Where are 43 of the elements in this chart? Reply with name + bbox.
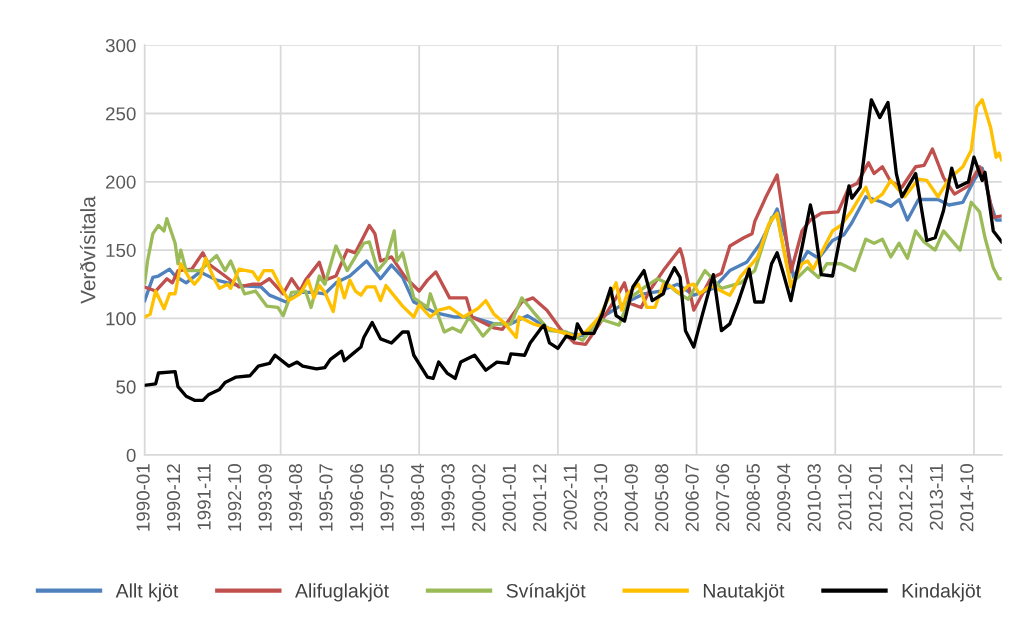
x-tick-label: 1990-01 bbox=[136, 464, 150, 531]
x-tick-label: 1995-07 bbox=[319, 464, 333, 531]
x-tick-label: 2001-12 bbox=[533, 464, 547, 532]
x-tick-label: 1996-06 bbox=[349, 464, 364, 531]
x-tick-label: 2010-03 bbox=[807, 464, 821, 532]
x-tick-label: 2009-04 bbox=[777, 463, 791, 532]
x-tick-label: 1990-12 bbox=[166, 464, 181, 531]
x-tick-label: 2004-09 bbox=[624, 464, 638, 532]
y-tick-label: 200 bbox=[106, 175, 136, 189]
line-series bbox=[144, 98, 1002, 402]
legend-label: Nautakjöt bbox=[703, 583, 785, 602]
x-tick-label: 2011-02 bbox=[838, 464, 852, 530]
x-tick-label: 2013-11 bbox=[929, 464, 944, 530]
x-tick-label: 2012-12 bbox=[899, 464, 913, 532]
x-tick-label: 1997-05 bbox=[380, 464, 394, 531]
y-axis-title: Verðvísitala bbox=[79, 196, 96, 304]
line-series bbox=[144, 98, 1002, 340]
y-tick-label: 0 bbox=[126, 448, 136, 462]
x-tick-label: 1998-04 bbox=[410, 463, 425, 531]
y-tick-label: 300 bbox=[105, 38, 136, 53]
legend-label: Alifuglakjöt bbox=[295, 583, 389, 602]
x-tick-label: 2007-06 bbox=[716, 464, 730, 532]
x-tick-label: 2006-07 bbox=[685, 464, 699, 532]
legend-label: Svínakjöt bbox=[506, 583, 586, 602]
x-tick-label: 2012-01 bbox=[868, 464, 882, 532]
y-tick-label: 250 bbox=[106, 107, 136, 121]
legend-label: Allt kjöt bbox=[115, 583, 179, 602]
x-tick-label: 1999-03 bbox=[441, 464, 455, 531]
x-tick-label: 2002-11 bbox=[563, 464, 577, 530]
x-tick-label: 2003-10 bbox=[594, 464, 608, 532]
y-tick-label: 100 bbox=[106, 312, 136, 326]
x-tick-label: 2001-01 bbox=[502, 464, 516, 532]
x-tick-label: 2005-08 bbox=[655, 464, 669, 532]
x-tick-label: 2008-05 bbox=[746, 464, 760, 532]
x-tick-label: 1993-09 bbox=[258, 464, 272, 531]
y-tick-label: 150 bbox=[106, 243, 136, 258]
x-tick-label: 1992-10 bbox=[227, 464, 242, 531]
y-tick-label: 50 bbox=[116, 380, 136, 394]
x-tick-label: 2014-10 bbox=[960, 464, 974, 532]
x-tick-label: 1991-11 bbox=[197, 464, 211, 530]
x-tick-label: 2000-02 bbox=[472, 464, 486, 532]
legend-label: Kindakjöt bbox=[902, 583, 981, 602]
x-tick-label: 1994-08 bbox=[288, 464, 303, 531]
